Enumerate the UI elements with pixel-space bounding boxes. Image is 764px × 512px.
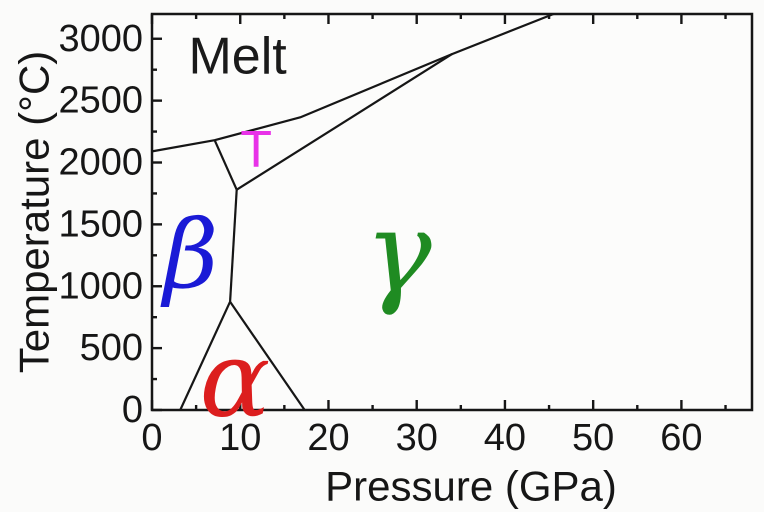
region-label-t: T	[240, 121, 272, 179]
x-tick-label: 40	[484, 417, 526, 459]
x-axis-title: Pressure (GPa)	[325, 463, 617, 510]
x-tick-label: 0	[141, 417, 162, 459]
y-tick-label: 3000	[58, 18, 143, 60]
axis-tick-labels: 0 10 20 30 40 50 60 0 500 1000 1500 2000 2500 3000	[58, 18, 702, 459]
T-gamma-boundary	[236, 53, 453, 191]
y-axis-title: Temperature (°C)	[11, 51, 58, 374]
region-label-melt: Melt	[188, 28, 287, 86]
y-tick-label: 0	[122, 389, 143, 431]
alpha-gamma-boundary	[229, 301, 306, 411]
region-label-greek: α	[199, 319, 270, 441]
melt-boundary	[151, 12, 554, 153]
beta-gamma-boundary	[228, 189, 238, 302]
y-tick-label: 1500	[58, 203, 143, 245]
x-tick-label: 60	[660, 417, 702, 459]
phase-boundaries	[151, 12, 554, 411]
y-tick-label: 500	[80, 327, 143, 369]
x-tick-label: 10	[219, 417, 261, 459]
y-tick-label: 2000	[58, 142, 143, 184]
region-label-greek: γ	[365, 188, 433, 318]
y-tick-label: 1000	[58, 265, 143, 307]
x-tick-label: 20	[307, 417, 349, 459]
x-tick-label: 30	[396, 417, 438, 459]
plot-frame	[150, 12, 754, 412]
phase-region-labels: Melt Tβ γα	[160, 28, 432, 441]
x-tick-label: 50	[572, 417, 614, 459]
axis-ticks	[150, 14, 727, 412]
y-tick-label: 2500	[58, 80, 143, 122]
beta-T-boundary	[213, 139, 238, 191]
region-label-greek: β	[160, 200, 218, 310]
beta-alpha-boundary	[179, 301, 232, 411]
